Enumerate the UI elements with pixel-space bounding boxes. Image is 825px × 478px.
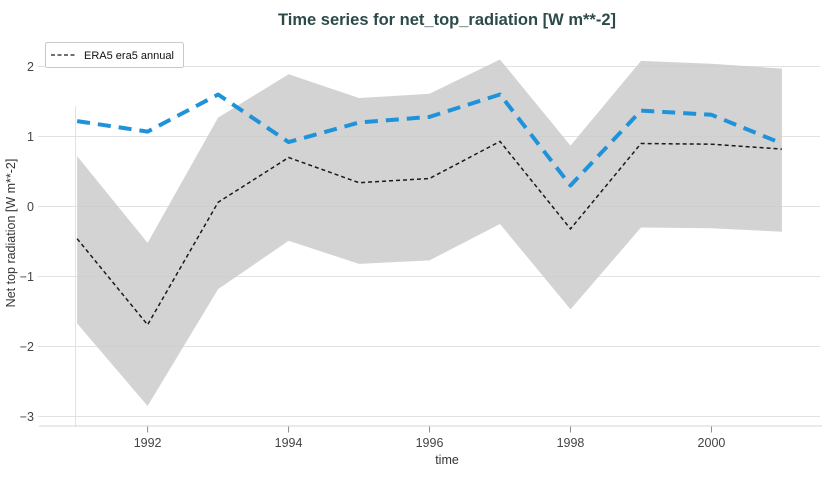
legend-box[interactable]	[45, 42, 184, 68]
y-axis-title: Net top radiation [W m**-2]	[4, 159, 18, 308]
y-tick-label: 0	[27, 200, 34, 214]
chart-title: Time series for net_top_radiation [W m**…	[278, 11, 616, 29]
x-tick-label: 1998	[557, 436, 585, 450]
era5-annual-line	[76, 140, 782, 327]
y-tick-label: −1	[20, 270, 34, 284]
comparison-annual-line	[76, 92, 783, 188]
legend-era5-label[interactable]: ERA5 era5 annual	[84, 50, 174, 62]
x-axis-title: time	[435, 453, 459, 467]
x-tick-label: 1996	[416, 436, 444, 450]
series-layer	[76, 92, 783, 327]
x-tick-label: 2000	[698, 436, 726, 450]
y-tick-label: −2	[20, 340, 34, 354]
y-tick-label: 2	[27, 60, 34, 74]
x-tick-label: 1992	[134, 436, 162, 450]
tick-labels: 2 1 0 −1 −2 −3 1992 1994 1996 1998 2000	[20, 60, 726, 450]
x-tick-label: 1994	[275, 436, 303, 450]
y-tick-label: −3	[20, 410, 34, 424]
x-axis	[39, 425, 822, 433]
legend[interactable]: ERA5 era5 annual	[45, 42, 184, 68]
y-tick-label: 1	[27, 130, 34, 144]
